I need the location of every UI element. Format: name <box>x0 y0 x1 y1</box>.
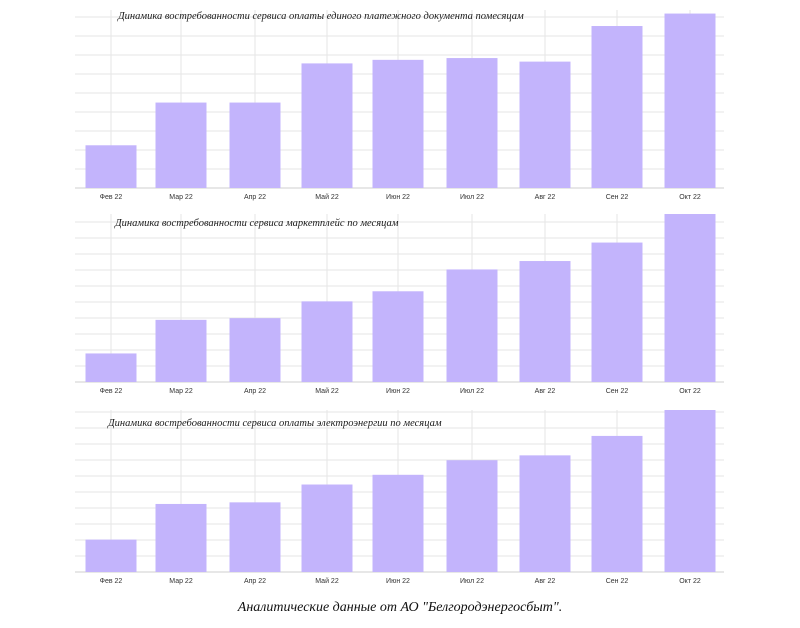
bar-marketplace-6 <box>446 269 498 382</box>
x-tick-label-electricity-1: Фев 22 <box>100 578 123 585</box>
chart-title-epd: Динамика востребованности сервиса оплаты… <box>118 11 524 22</box>
bar-electricity-5 <box>372 474 424 572</box>
chart-panel-electricity: Фев 22 Мар 22 Апр 22 Май 22 Июн 22 Июл 22 Авг … <box>0 402 800 598</box>
bar-marketplace-9 <box>664 214 716 382</box>
chart-epd: Фев 22 Мар 22 Апр 22 Май 22 Июн 22 Июл 22 Авг … <box>75 10 724 201</box>
bar-electricity-3 <box>229 502 281 572</box>
x-tick-label-marketplace-5: Июн 22 <box>386 388 410 395</box>
chart-electricity: Фев 22 Мар 22 Апр 22 Май 22 Июн 22 Июл 22 Авг … <box>75 410 724 585</box>
chart-title-marketplace: Динамика востребованности сервиса маркет… <box>115 218 399 229</box>
bar-electricity-1 <box>85 539 137 572</box>
bar-marketplace-5 <box>372 291 424 382</box>
x-tick-label-marketplace-3: Апр 22 <box>244 388 266 395</box>
x-tick-label-epd-1: Фев 22 <box>100 194 123 201</box>
bar-electricity-6 <box>446 460 498 572</box>
x-tick-label-marketplace-9: Окт 22 <box>679 388 701 395</box>
bar-marketplace-1 <box>85 353 137 382</box>
x-tick-label-epd-6: Июл 22 <box>460 194 484 201</box>
bar-electricity-7 <box>519 455 571 572</box>
x-tick-label-electricity-4: Май 22 <box>315 577 339 585</box>
bar-epd-9 <box>664 13 716 189</box>
chart-title-electricity: Динамика востребованности сервиса оплаты… <box>108 418 442 429</box>
chart-panel-epd: Фев 22 Мар 22 Апр 22 Май 22 Июн 22 Июл 22 Авг … <box>0 0 800 201</box>
x-tick-label-epd-4: Май 22 <box>315 193 339 201</box>
x-tick-label-electricity-3: Апр 22 <box>244 578 266 585</box>
x-tick-label-epd-9: Окт 22 <box>679 194 701 201</box>
bar-electricity-2 <box>155 503 207 572</box>
x-tick-label-marketplace-1: Фев 22 <box>100 388 123 395</box>
bar-electricity-8 <box>591 435 643 572</box>
x-tick-label-epd-7: Авг 22 <box>535 194 556 201</box>
bar-marketplace-2 <box>155 319 207 382</box>
bar-epd-6 <box>446 58 498 189</box>
x-tick-label-marketplace-7: Авг 22 <box>535 388 556 395</box>
x-tick-label-electricity-2: Мар 22 <box>169 578 193 585</box>
x-tick-label-electricity-7: Авг 22 <box>535 578 556 585</box>
figure-caption: Аналитические данные от АО "Белгородэнер… <box>237 600 563 615</box>
bar-epd-2 <box>155 102 207 188</box>
x-tick-label-electricity-8: Сен 22 <box>606 578 629 585</box>
x-tick-label-marketplace-4: Май 22 <box>315 387 339 395</box>
bar-electricity-4 <box>301 484 353 572</box>
bar-marketplace-7 <box>519 261 571 382</box>
chart-marketplace: Фев 22 Мар 22 Апр 22 Май 22 Июн 22 Июл 22 Авг … <box>75 214 724 395</box>
x-tick-label-marketplace-2: Мар 22 <box>169 388 193 395</box>
x-tick-label-epd-8: Сен 22 <box>606 194 629 201</box>
bar-epd-7 <box>519 61 571 189</box>
x-tick-label-epd-5: Июн 22 <box>386 194 410 201</box>
x-tick-label-electricity-5: Июн 22 <box>386 578 410 585</box>
bar-epd-5 <box>372 59 424 189</box>
bar-epd-1 <box>85 145 137 188</box>
x-tick-label-electricity-9: Окт 22 <box>679 578 701 585</box>
bar-marketplace-3 <box>229 318 281 382</box>
x-tick-label-marketplace-8: Сен 22 <box>606 388 629 395</box>
x-tick-label-epd-3: Апр 22 <box>244 194 266 201</box>
bar-epd-8 <box>591 26 643 188</box>
bar-marketplace-8 <box>591 242 643 382</box>
bar-marketplace-4 <box>301 301 353 382</box>
chart-panel-marketplace: Фев 22 Мар 22 Апр 22 Май 22 Июн 22 Июл 22 Авг … <box>0 206 800 402</box>
bar-epd-4 <box>301 63 353 188</box>
bar-epd-3 <box>229 102 281 188</box>
bar-electricity-9 <box>664 410 716 572</box>
x-tick-label-electricity-6: Июл 22 <box>460 578 484 585</box>
x-tick-label-marketplace-6: Июл 22 <box>460 388 484 395</box>
x-tick-label-epd-2: Мар 22 <box>169 194 193 201</box>
